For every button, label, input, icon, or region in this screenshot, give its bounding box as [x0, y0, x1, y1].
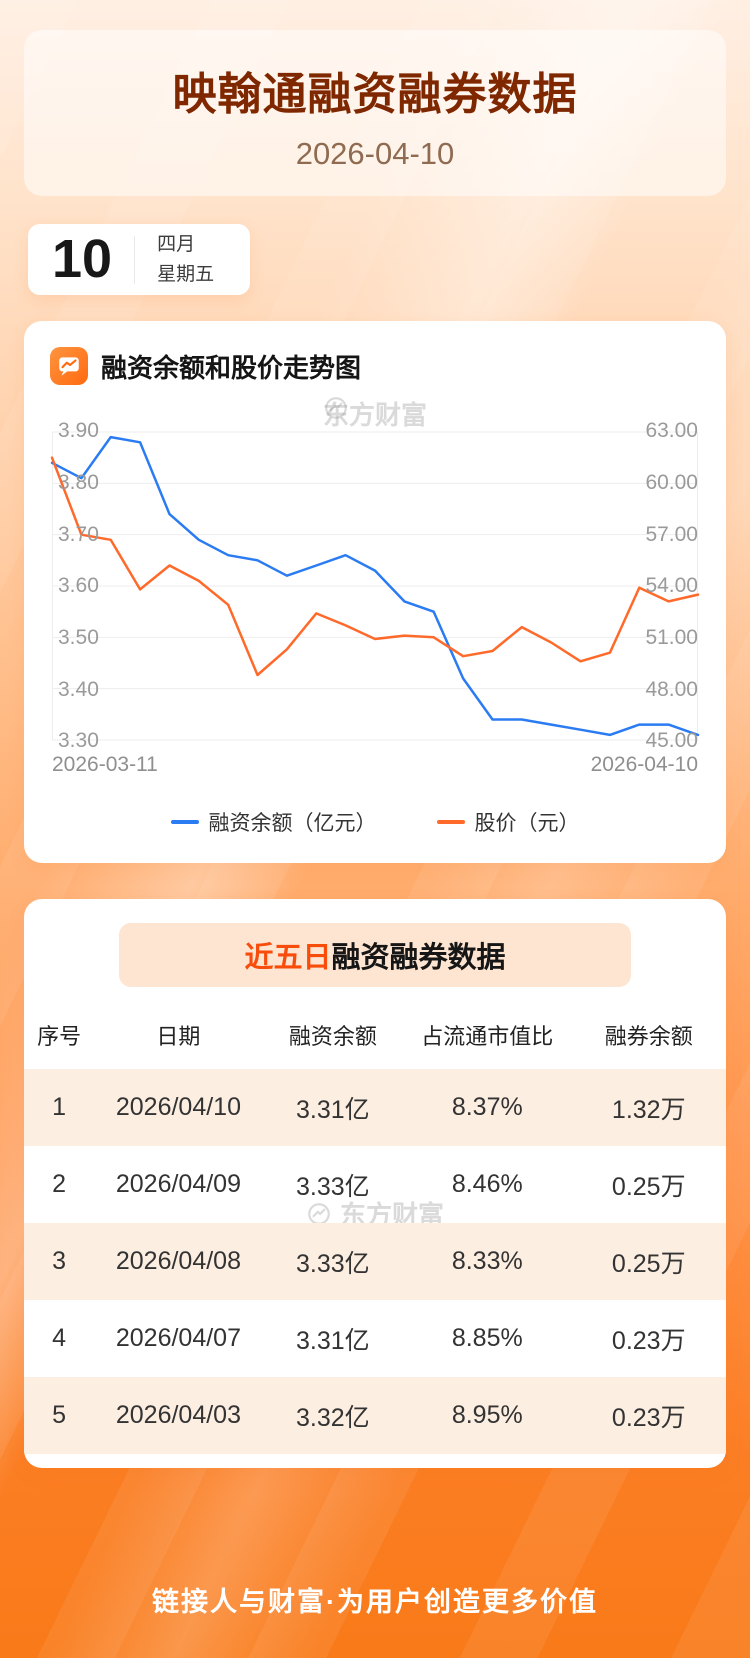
- column-header: 序号: [37, 1024, 82, 1050]
- calendar-month: 四月: [157, 234, 196, 256]
- table-cell: 8.33%: [403, 1223, 572, 1301]
- legend-marker-blue: [170, 820, 199, 825]
- chart-bubble-icon: [50, 347, 88, 386]
- calendar-divider: [134, 235, 136, 284]
- chart-section-header: 融资余额和股价走势图: [50, 347, 700, 386]
- table-row: 3 2026/04/08 3.33亿 8.33% 0.25万: [24, 1223, 726, 1301]
- table-header-row: 序号 日期 融资余额 占流通市值比 融券余额: [24, 1003, 726, 1069]
- column-header: 融券余额: [604, 1024, 693, 1050]
- table-cell: 2026/04/03: [94, 1377, 263, 1455]
- watermark-text: 东方财富: [322, 400, 428, 431]
- column-header: 占流通市值比: [421, 1024, 554, 1050]
- legend-label: 股价（元）: [474, 812, 580, 836]
- calendar-card: 10 四月 星期五: [28, 224, 251, 296]
- calendar-day: 10: [52, 229, 113, 289]
- table-cell: 1.32万: [571, 1069, 726, 1147]
- margin-data-table: 序号 日期 融资余额 占流通市值比 融券余额 1 2026/04/10 3.31亿 8.37%…: [24, 1003, 726, 1455]
- table-cell: 0.25万: [611, 1172, 686, 1201]
- legend-marker-orange: [436, 820, 465, 825]
- table-cell: 3.32亿: [262, 1377, 404, 1455]
- table-cell: 2026/04/09: [115, 1170, 241, 1199]
- table-cell: 2: [52, 1170, 67, 1199]
- x-axis-end-label: 2026-04-10: [590, 753, 698, 777]
- table-cell: 0.25万: [571, 1223, 726, 1301]
- table-cell: 0.23万: [611, 1326, 686, 1355]
- table-body: 1 2026/04/10 3.31亿 8.37% 1.32万 2 2026/04/09 3.3…: [24, 1069, 726, 1455]
- table-cell: 8.95%: [403, 1377, 572, 1455]
- legend-label: 融资余额（亿元）: [208, 812, 377, 836]
- table-section-title: 近五日融资融券数据: [119, 923, 631, 988]
- table-cell: 8.46%: [451, 1170, 523, 1199]
- chart-legend: 融资余额（亿元） 股价（元）: [50, 807, 700, 837]
- page-date: 2026-04-10: [295, 136, 455, 171]
- watermark-chart: 东方财富: [323, 395, 427, 432]
- column-header: 日期: [156, 1024, 201, 1050]
- table-cell: 1: [24, 1069, 95, 1147]
- series-line: [50, 436, 700, 737]
- chart-card: 融资余额和股价走势图 东方财富 3.90 3.80 3.70 3.60 3.50 3.40…: [24, 321, 726, 864]
- legend-item-stock-price: 股价（元）: [436, 807, 580, 837]
- table-cell: 0.23万: [571, 1377, 726, 1455]
- table-cell: 2026/04/10: [94, 1069, 263, 1147]
- table-row: 1 2026/04/10 3.31亿 8.37% 1.32万: [24, 1069, 726, 1147]
- table-title-rest: 融资融券数据: [331, 942, 506, 975]
- table-cell: 5: [24, 1377, 95, 1455]
- table-row: 5 2026/04/03 3.32亿 8.95% 0.23万: [24, 1377, 726, 1455]
- chart-section-title: 融资余额和股价走势图: [101, 352, 362, 383]
- table-row: 4 2026/04/07 3.31亿 8.85% 0.23万: [24, 1300, 726, 1377]
- table-cell: 4: [52, 1324, 67, 1353]
- calendar-weekday: 星期五: [157, 263, 215, 285]
- table-cell: 3.31亿: [262, 1069, 404, 1147]
- table-card: 近五日融资融券数据 东方财富 序号 日期 融资余额 占流通市值比 融券余额 1 2026/…: [24, 899, 726, 1469]
- table-cell: 3.33亿: [296, 1172, 370, 1201]
- table-cell: 3.31亿: [296, 1326, 370, 1355]
- calendar-month-weekday: 四月 星期五: [157, 230, 214, 289]
- title-card: 映翰通融资融券数据 2026-04-10: [24, 30, 726, 196]
- x-axis-start-label: 2026-03-11: [52, 753, 158, 777]
- table-cell: 8.37%: [403, 1069, 572, 1147]
- column-header: 融资余额: [288, 1024, 377, 1050]
- table-cell: 2026/04/07: [115, 1324, 241, 1353]
- trend-chart: [50, 431, 700, 741]
- series-line: [50, 456, 700, 677]
- eastmoney-logo-icon: [325, 397, 347, 420]
- x-axis-labels: 2026-03-11 2026-04-10: [52, 753, 698, 777]
- table-cell: 3.33亿: [262, 1223, 404, 1301]
- legend-item-margin-balance: 融资余额（亿元）: [170, 807, 377, 837]
- table-row: 2 2026/04/09 3.33亿 8.46% 0.25万: [24, 1146, 726, 1223]
- table-cell: 8.85%: [451, 1324, 523, 1353]
- footer-slogan: 链接人与财富·为用户创造更多价值: [152, 1587, 598, 1618]
- table-cell: 2026/04/08: [94, 1223, 263, 1301]
- table-title-highlight: 近五日: [244, 942, 332, 975]
- trend-chart-area: 东方财富 3.90 3.80 3.70 3.60 3.50 3.40 3.30 63.00 6…: [50, 397, 700, 752]
- page-title: 映翰通融资融券数据: [172, 70, 578, 119]
- table-cell: 3: [24, 1223, 95, 1301]
